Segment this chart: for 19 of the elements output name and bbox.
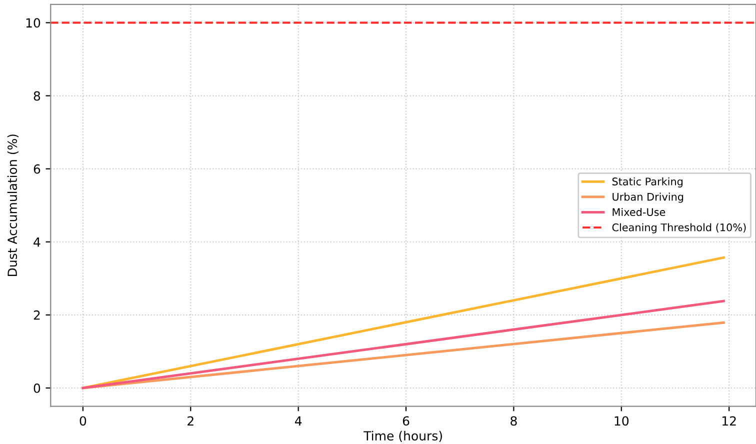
x-tick-label: 10 [614,416,629,426]
legend-label: Mixed-Use [612,208,666,216]
x-tick-label: 0 [80,416,86,426]
x-tick-label: 2 [188,416,194,426]
y-tick-label: 2 [34,310,40,320]
x-axis-title: Time (hours) [364,430,442,442]
y-tick-label: 4 [34,238,40,247]
y-tick-label: 10 [26,18,40,28]
legend-label: Static Parking [612,177,682,188]
y-tick-label: 0 [34,383,40,393]
y-tick-label: 8 [34,91,40,101]
legend-label: Cleaning Threshold (10%) [612,223,746,234]
x-tick-label: 12 [722,416,736,426]
legend-label: Urban Driving [612,192,684,203]
y-axis-title: Dust Accumulation (%) [7,134,19,276]
x-tick-label: 6 [402,416,410,426]
y-tick-label: 6 [34,164,40,174]
x-tick-label: 4 [294,416,302,426]
x-tick-label: 8 [510,416,517,426]
